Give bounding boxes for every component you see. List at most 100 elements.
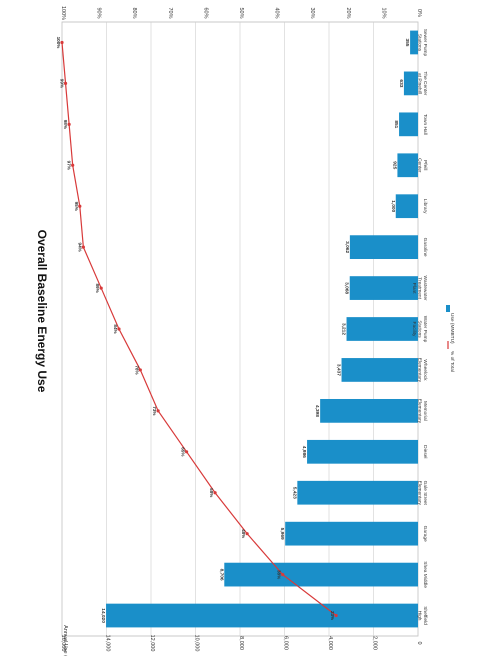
bar [349, 235, 418, 260]
secondary-tick-label: 100% [60, 6, 66, 20]
primary-tick-label: 4,000 [327, 636, 333, 650]
line-point [78, 204, 82, 208]
line-point [334, 613, 338, 618]
line-point-label: 48% [241, 529, 246, 538]
category-label-line: at Pinehill [417, 73, 423, 94]
category-label-line: Wheelock [422, 359, 428, 381]
secondary-tick-label: 40% [274, 7, 280, 18]
bar-value-label: 851 [393, 120, 399, 128]
category-label-line: Elementary [417, 358, 423, 383]
bar [349, 276, 418, 300]
category-label: WheelockElementary [417, 358, 429, 383]
primary-tick-label: 6,000 [283, 636, 289, 650]
legend-label-line: % of Total [449, 351, 455, 372]
category-label: Shea Middle [422, 561, 428, 588]
line-point [156, 409, 160, 413]
category-label-line: Diesel [422, 445, 428, 458]
line-point-label: 89% [95, 283, 100, 292]
line-point-label: 23% [330, 611, 335, 620]
category-label-line: Gasoline [422, 238, 428, 257]
line-point-label: 58% [209, 488, 214, 497]
primary-tick-label: 8,000 [238, 636, 244, 650]
primary-tick-label: 12,000 [149, 635, 155, 652]
line-point [71, 163, 75, 167]
bar-value-label: 8,706 [218, 569, 224, 581]
category-label-line: Stations [417, 320, 423, 338]
line-point-label: 84% [113, 324, 118, 333]
bar-value-label: 3,437 [336, 364, 342, 376]
category-label: Library [422, 199, 428, 214]
bar-value-label: 5,423 [291, 487, 297, 499]
category-label-line: Elementary [417, 481, 423, 506]
bar-value-label: 633 [398, 79, 404, 87]
category-label-line: Stations [417, 34, 423, 52]
bar [341, 358, 418, 382]
line-point [81, 245, 85, 249]
secondary-tick-label: 0% [416, 9, 422, 17]
line-point [60, 40, 64, 45]
category-label: PfeillCenter [417, 158, 429, 173]
bar-value-label: 1,000 [390, 200, 396, 212]
bar-value-label: 14,020 [100, 608, 106, 623]
primary-tick-label: 16,000 [60, 635, 66, 652]
category-label-line: Library [422, 199, 428, 214]
category-label: Gasoline [422, 238, 428, 257]
bar [410, 30, 418, 55]
category-label: Diesel [422, 445, 428, 458]
secondary-tick-label: 90% [96, 7, 102, 18]
line-point-label: 97% [67, 161, 72, 170]
category-label-line: Wastewater [422, 275, 428, 301]
line-point-label: 100% [56, 37, 61, 49]
secondary-tick-label: 20% [345, 7, 351, 18]
primary-tick-label: 10,000 [194, 635, 200, 652]
bar-value-label: 4,398 [314, 405, 320, 417]
bar [297, 480, 418, 505]
bar [395, 194, 418, 219]
bar-value-label: 5,969 [279, 528, 285, 540]
secondary-tick-label: 10% [380, 7, 386, 18]
category-label-line: Center [417, 158, 423, 173]
primary-axis-title: Annual Use (MMBTU) [62, 625, 68, 656]
line-point [185, 450, 189, 454]
line-point [281, 573, 285, 577]
category-label-line: Pfeill [422, 160, 428, 170]
bar [399, 112, 418, 137]
category-label-line: Facility [411, 322, 417, 338]
bar [224, 562, 418, 587]
bar [106, 603, 419, 628]
line-point-label: 99% [60, 79, 65, 88]
line-point [138, 368, 142, 372]
line-point [63, 81, 68, 85]
bar [346, 317, 418, 341]
line-point-label: 73% [152, 406, 157, 415]
line-point [245, 532, 249, 536]
primary-tick-label: 0 [416, 641, 422, 644]
category-label: The Centerat Pinehill [417, 71, 429, 95]
category-label-line: Elementary [417, 399, 423, 424]
legend-label-bars: Use (MMBTU) [449, 313, 455, 344]
bar-value-label: 3,062 [344, 241, 350, 253]
bar-value-label: 925 [391, 161, 397, 169]
line-point [213, 491, 217, 495]
bar-value-label: 355 [404, 38, 410, 46]
category-label-line: Treatment [417, 277, 423, 299]
category-label: MemorialElementary [417, 399, 429, 424]
line-point [99, 286, 103, 290]
line-point [117, 327, 121, 331]
primary-tick-label: 14,000 [105, 635, 111, 652]
line-point-label: 65% [181, 447, 186, 456]
secondary-tick-label: 60% [202, 7, 208, 18]
legend-swatch-bars [446, 305, 450, 312]
category-label-line: Garage [422, 526, 428, 542]
category-label-line: High [417, 611, 423, 621]
category-label-line: Sewer Pump [422, 29, 428, 57]
category-label-line: The Center [422, 71, 428, 95]
bar-value-label: 3,212 [341, 323, 347, 335]
primary-tick-label: 2,000 [372, 636, 378, 650]
bar [320, 398, 418, 423]
category-label: SheffieldHigh [417, 606, 429, 625]
category-label: Sewer PumpStations [417, 29, 429, 57]
line-point-label: 95% [74, 202, 79, 211]
